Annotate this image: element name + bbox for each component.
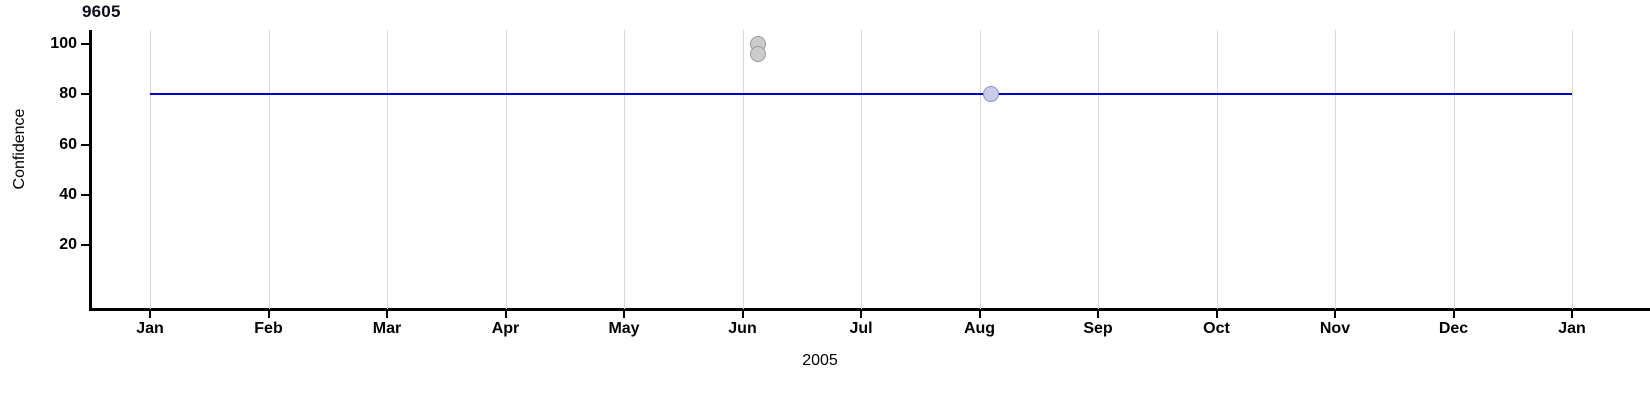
x-axis-title: 2005 <box>802 352 838 369</box>
x-tick-label-7: Aug <box>963 320 996 337</box>
x-tick-label-4: May <box>608 320 640 337</box>
gridline-dec-11 <box>1453 30 1455 309</box>
x-tick-mark-6 <box>860 309 862 318</box>
gridline-sep-8 <box>1098 30 1099 309</box>
x-tick-label-0: Jan <box>136 320 164 337</box>
x-tick-label-1: Feb <box>254 320 283 337</box>
y-axis-spine <box>89 30 92 311</box>
y-tick-label-40: 40 <box>59 185 77 203</box>
gridline-jan-12 <box>1572 30 1573 309</box>
x-tick-mark-1 <box>267 309 270 318</box>
x-tick-label-2: Mar <box>372 320 402 337</box>
gridline-mar-2 <box>387 30 388 309</box>
gridline-jan-0 <box>150 30 151 309</box>
gridline-jun-5 <box>742 30 744 309</box>
gridline-oct-9 <box>1216 30 1218 309</box>
y-tick-label-80: 80 <box>59 85 77 103</box>
x-tick-mark-7 <box>978 309 981 318</box>
x-tick-label-12: Jan <box>1558 320 1586 337</box>
chart-title: 9605 <box>82 2 121 21</box>
y-tick-label-100: 100 <box>50 35 77 52</box>
y-tick-mark-80 <box>81 93 90 96</box>
data-point-highlight-observation-0[interactable] <box>982 86 999 103</box>
y-tick-mark-20 <box>81 244 90 246</box>
gridline-feb-1 <box>268 30 270 309</box>
y-tick-label-60: 60 <box>59 135 77 153</box>
gridline-aug-7 <box>979 30 981 309</box>
x-axis-spine <box>89 308 1650 311</box>
x-tick-mark-11 <box>1452 309 1455 318</box>
series-line-baseline <box>150 93 1572 96</box>
gridline-jul-6 <box>861 30 862 309</box>
x-tick-mark-10 <box>1334 309 1336 318</box>
x-tick-mark-3 <box>504 309 507 318</box>
x-tick-label-10: Nov <box>1319 320 1351 337</box>
x-tick-mark-9 <box>1215 309 1218 318</box>
x-tick-mark-12 <box>1571 309 1573 318</box>
x-tick-mark-4 <box>623 309 625 318</box>
gridline-may-4 <box>624 30 625 309</box>
y-tick-mark-40 <box>81 193 90 196</box>
x-tick-mark-8 <box>1097 309 1099 318</box>
x-tick-label-6: Jul <box>849 320 873 337</box>
x-tick-label-9: Oct <box>1203 320 1230 337</box>
data-point-gray-observations-1[interactable] <box>749 46 766 63</box>
x-tick-label-3: Apr <box>491 320 520 337</box>
x-tick-mark-5 <box>741 309 744 318</box>
gridline-apr-3 <box>505 30 507 309</box>
x-tick-label-8: Sep <box>1083 320 1113 337</box>
y-tick-mark-100 <box>81 43 90 45</box>
x-tick-mark-2 <box>386 309 388 318</box>
x-tick-mark-0 <box>149 309 151 318</box>
x-tick-label-11: Dec <box>1438 320 1469 337</box>
x-tick-label-5: Jun <box>728 320 757 337</box>
y-tick-mark-60 <box>81 143 90 146</box>
y-tick-label-20: 20 <box>59 236 77 253</box>
gridline-nov-10 <box>1335 30 1336 309</box>
